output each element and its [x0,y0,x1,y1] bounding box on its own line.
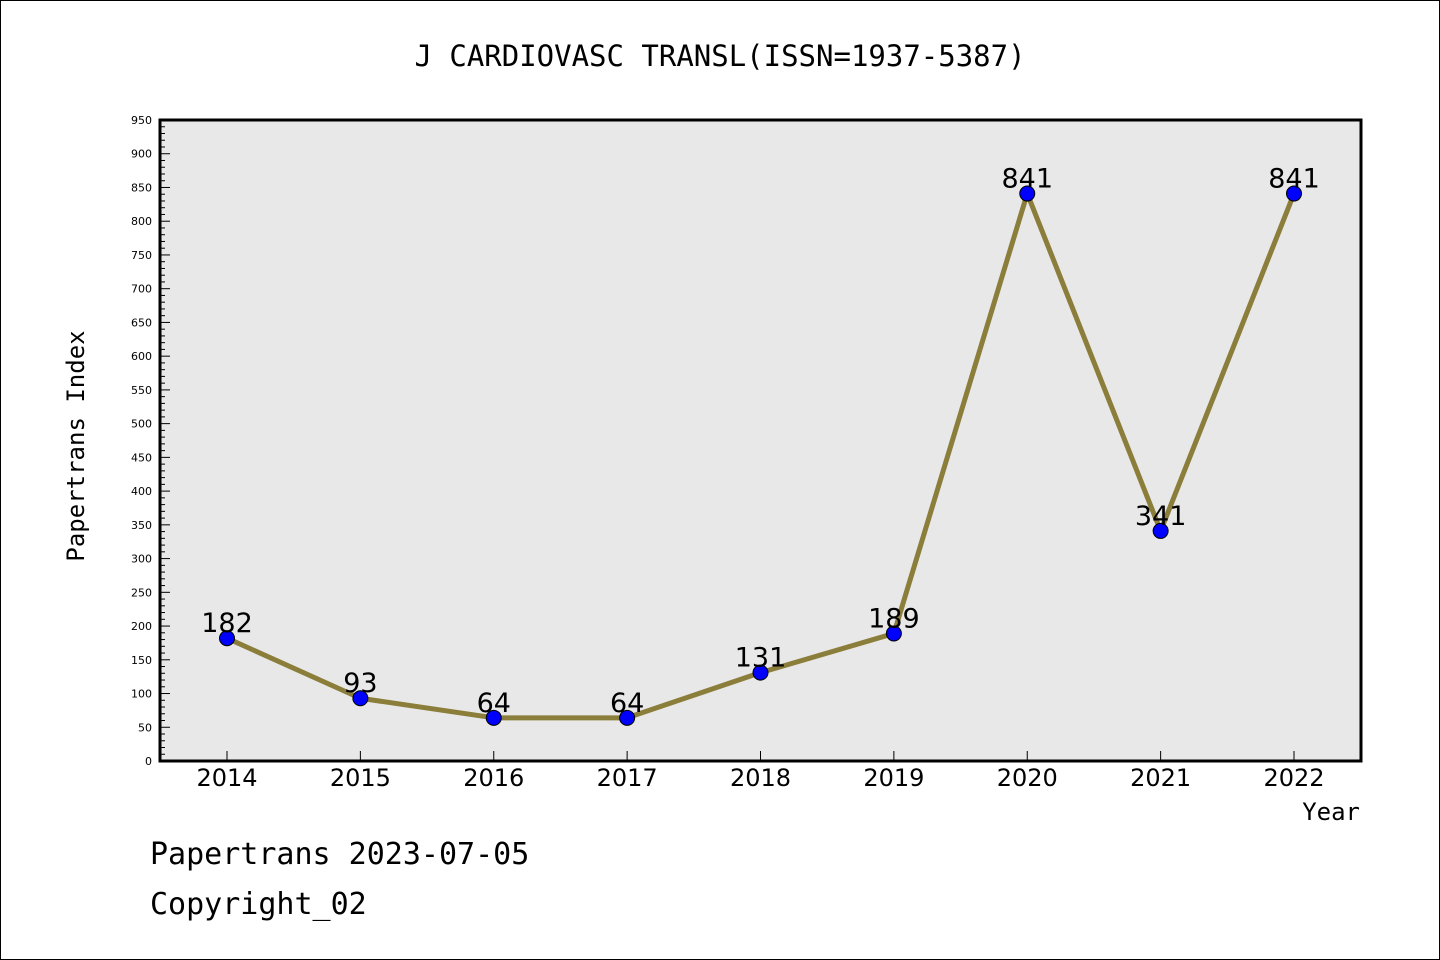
x-tick-label: 2020 [997,764,1058,792]
y-tick-label: 900 [131,148,152,161]
y-tick-label: 800 [131,215,152,228]
y-tick-label: 150 [131,654,152,667]
y-tick-label: 350 [131,519,152,532]
y-tick-label: 600 [131,350,152,363]
data-label: 93 [343,668,377,699]
x-axis-label: Year [1302,798,1360,826]
data-labels: 182 93 64 64 131 189 841 341 841 [201,164,1320,719]
x-tick-label: 2016 [463,764,524,792]
data-point [219,630,235,647]
x-tick-label: 2015 [330,764,391,792]
y-tick-label: 300 [131,553,152,566]
x-tick-label: 2017 [597,764,658,792]
y-tick-label: 50 [138,721,152,734]
y-tick-label: 500 [131,418,152,431]
data-label: 64 [477,688,511,719]
data-point [1152,522,1169,539]
y-tick-label: 950 [131,114,152,127]
data-point [1019,185,1036,202]
y-tick-label: 650 [131,316,152,329]
y-tick-label: 400 [131,485,152,498]
chart-title: J CARDIOVASC TRANSL(ISSN=1937-5387) [414,39,1025,73]
data-label: 189 [868,603,920,634]
data-label: 64 [610,688,644,719]
y-axis: 0 50 100 150 200 250 300 350 400 450 500 550 600 650 7… [131,114,170,768]
data-markers [219,185,1302,726]
plot-area [158,118,1363,763]
y-tick-label: 250 [131,586,152,599]
data-point [485,709,502,726]
y-tick-label: 850 [131,181,152,194]
y-tick-label: 750 [131,249,152,262]
y-tick-label: 450 [131,451,152,464]
x-tick-label: 2019 [863,764,924,792]
y-tick-label: 200 [131,620,152,633]
footer-date: Papertrans 2023-07-05 [150,837,529,872]
y-tick-label: 0 [145,755,152,768]
data-point [885,625,902,642]
data-point [1286,185,1302,202]
data-point [752,664,769,681]
x-axis: 2014 2015 2016 2017 2018 2019 2020 2021 2022 [196,751,1325,792]
data-label: 841 [1268,164,1320,195]
y-axis-label: Papertrans Index [62,330,90,561]
x-tick-label: 2014 [196,764,257,792]
x-tick-label: 2018 [730,764,791,792]
x-tick-label: 2021 [1130,764,1191,792]
data-point [352,690,369,707]
y-tick-label: 700 [131,283,152,296]
y-tick-label: 550 [131,384,152,397]
data-label: 131 [735,643,787,674]
data-label: 841 [1001,164,1053,195]
x-tick-label: 2022 [1263,764,1324,792]
data-point [619,709,636,726]
data-label: 182 [201,608,253,639]
footer-copyright: Copyright_02 [150,887,367,922]
data-label: 341 [1135,501,1187,532]
y-tick-label: 100 [131,688,152,701]
